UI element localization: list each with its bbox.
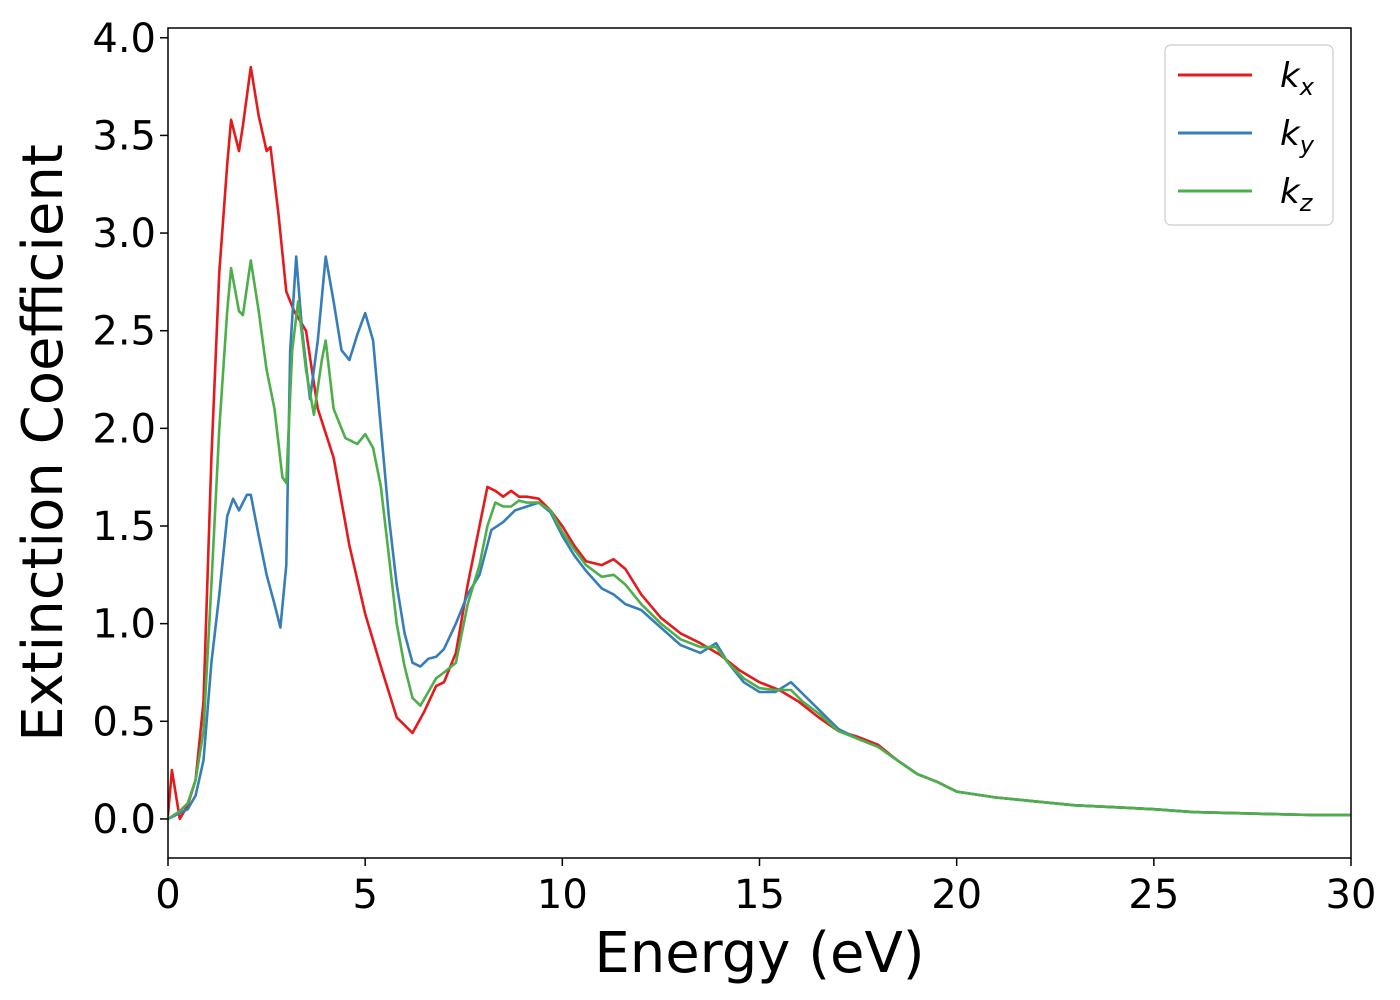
x-axis-ticks: 0 5 10 15 20 25 30: [155, 858, 1376, 918]
y-axis-ticks: 0.0 0.5 1.0 1.5 2.0 2.5 3.0 3.5 4.0: [92, 16, 168, 843]
x-tick-label: 25: [1128, 872, 1179, 918]
x-tick-label: 10: [537, 872, 588, 918]
legend-label-kz: kz: [1280, 172, 1314, 217]
y-tick-label: 4.0: [92, 16, 156, 62]
y-tick-label: 3.5: [92, 113, 156, 159]
y-tick-label: 2.5: [92, 309, 156, 355]
x-tick-label: 20: [931, 872, 982, 918]
y-tick-label: 3.0: [92, 211, 156, 257]
legend-box: [1164, 44, 1334, 226]
x-tick-label: 30: [1326, 872, 1377, 918]
legend-label-ky: ky: [1280, 114, 1315, 159]
y-tick-label: 0.0: [92, 797, 156, 843]
x-tick-label: 15: [734, 872, 785, 918]
legend-label-kx: kx: [1280, 56, 1315, 101]
x-tick-label: 5: [352, 872, 377, 918]
y-tick-label: 1.5: [92, 504, 156, 550]
x-axis-label: Energy (eV): [594, 921, 924, 986]
legend: kx ky kz: [1164, 44, 1334, 226]
series-line-kz: [168, 259, 1351, 821]
series-layer: [168, 65, 1351, 821]
y-tick-label: 0.5: [92, 699, 156, 745]
y-tick-label: 2.0: [92, 406, 156, 452]
y-axis-label: Extinction Coefficient: [11, 144, 76, 742]
x-tick-label: 0: [155, 872, 180, 918]
series-line-ky: [168, 255, 1351, 821]
y-tick-label: 1.0: [92, 602, 156, 648]
